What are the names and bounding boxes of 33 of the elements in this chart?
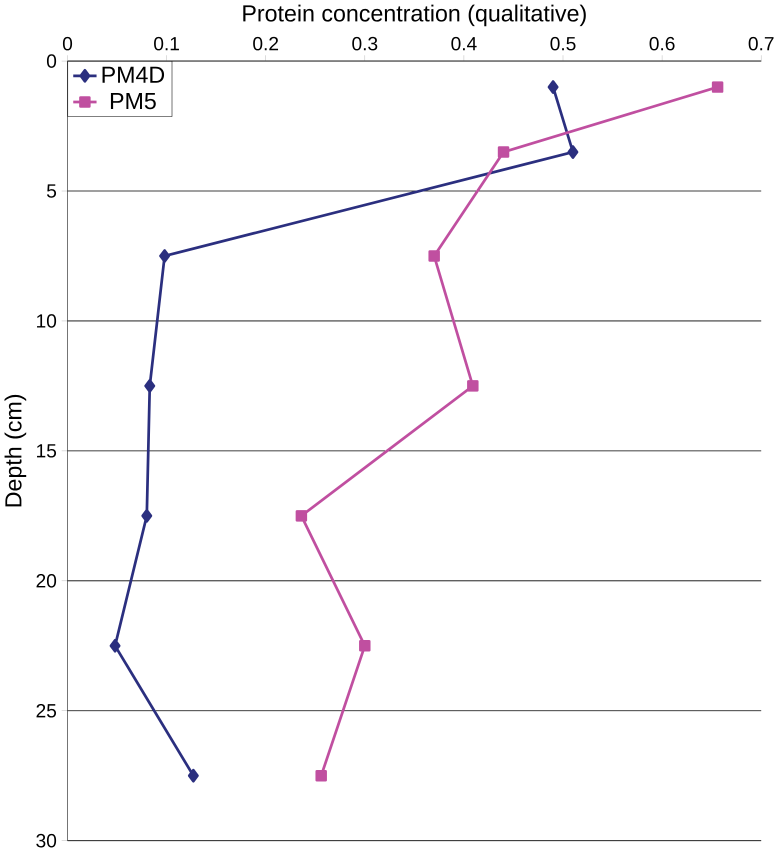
legend-label: PM5 <box>110 93 156 110</box>
point <box>548 80 559 94</box>
y-tick-label: 20 <box>36 574 56 588</box>
point <box>315 770 327 782</box>
point <box>712 81 724 93</box>
x-axis-title: Protein concentration (qualitative) <box>243 4 586 26</box>
point <box>159 249 170 263</box>
point <box>567 145 578 159</box>
y-tick-label: 30 <box>36 834 56 848</box>
y-tick-label: 0 <box>46 54 56 68</box>
legend-label: PM4D <box>102 66 164 83</box>
x-tick-label: 0.4 <box>451 36 477 50</box>
x-tick-label: 0.2 <box>253 36 278 50</box>
x-tick-label: 0.6 <box>650 36 675 50</box>
x-tick-label: 0.3 <box>352 36 378 50</box>
x-tick-label: 0.1 <box>154 36 179 50</box>
point <box>467 380 479 392</box>
point <box>110 638 121 653</box>
point <box>188 768 199 783</box>
x-tick-label: 0.5 <box>550 36 576 50</box>
point <box>428 250 440 262</box>
point <box>498 146 510 158</box>
point <box>359 640 371 652</box>
point <box>296 510 308 522</box>
y-tick-label: 15 <box>37 444 56 458</box>
point <box>144 379 156 393</box>
y-tick-label: 10 <box>37 314 56 328</box>
y-axis-title: Depth (cm) <box>4 394 26 506</box>
y-tick-label: 5 <box>46 184 56 198</box>
y-tick-label: 25 <box>36 704 56 718</box>
point <box>141 509 152 523</box>
x-tick-label: 0 <box>62 36 72 50</box>
x-tick-label: 0.7 <box>748 36 774 50</box>
